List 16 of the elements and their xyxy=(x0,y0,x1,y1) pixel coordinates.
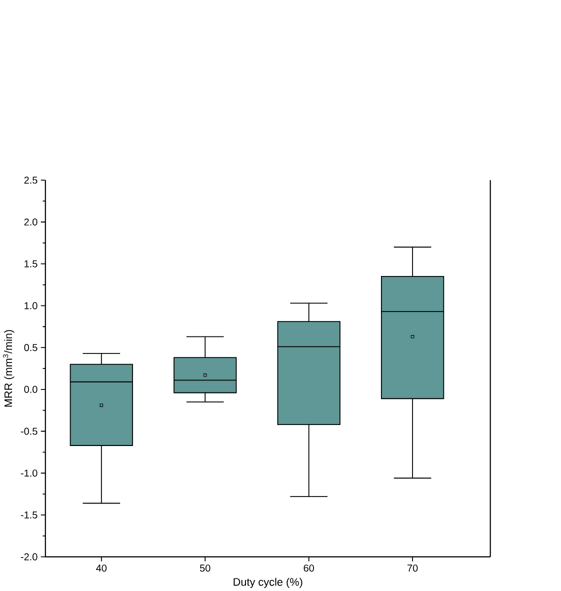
y-tick-label: 2.5 xyxy=(24,176,38,184)
y-tick-label: -0.5 xyxy=(20,428,38,435)
y-tick-label: -2.0 xyxy=(20,553,38,560)
y-tick-label: 0.0 xyxy=(24,386,38,393)
y-axis-title: MRR (mm$^{3}$/min) xyxy=(3,330,14,407)
y-tick-label: 0.5 xyxy=(24,344,38,352)
y-tick-label: -1.0 xyxy=(20,470,38,477)
y-tick-label: 1.5 xyxy=(24,260,38,268)
x-tick-label: 70 xyxy=(408,564,418,572)
y-tick-label: 1.0 xyxy=(24,302,38,310)
y-tick-label: -1.5 xyxy=(20,511,38,518)
y-tick-label: 2.0 xyxy=(24,218,38,226)
x-tick-label: 50 xyxy=(200,564,210,572)
x-tick-label: 40 xyxy=(96,564,107,572)
x-axis-title: Duty cycle (%) xyxy=(234,578,302,588)
x-tick-label: 60 xyxy=(304,564,314,572)
